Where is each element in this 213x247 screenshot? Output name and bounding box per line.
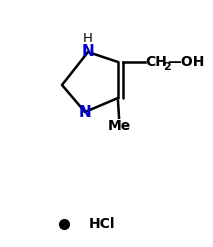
Text: N: N (82, 44, 94, 60)
Text: H: H (83, 32, 93, 45)
Text: CH: CH (146, 55, 168, 69)
Text: 2: 2 (163, 62, 171, 72)
Text: Me: Me (107, 119, 131, 133)
Text: N: N (79, 104, 91, 120)
Text: HCl: HCl (88, 217, 115, 230)
Text: —OH: —OH (167, 55, 204, 69)
